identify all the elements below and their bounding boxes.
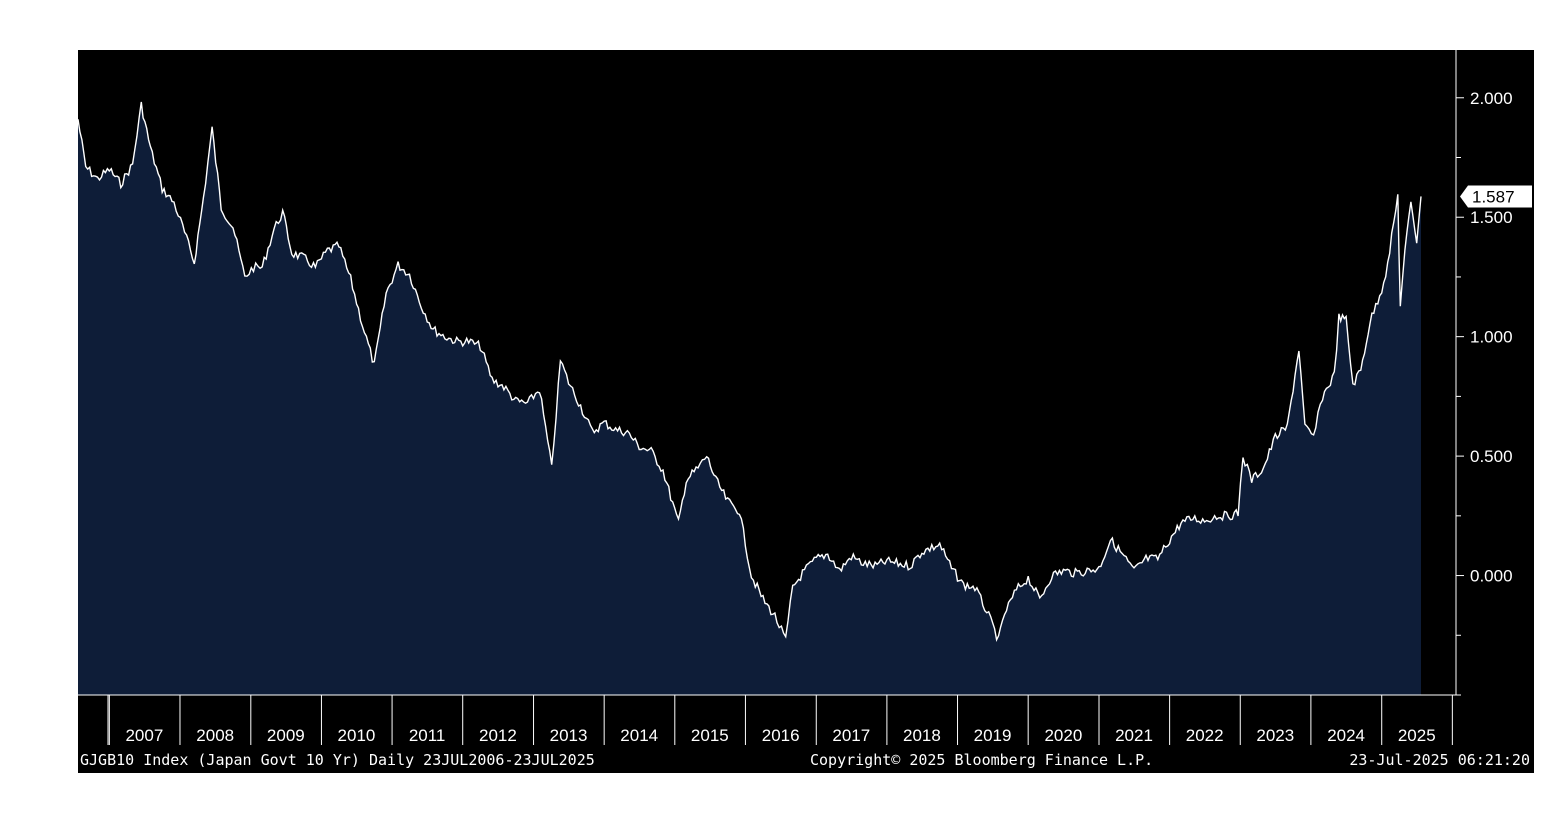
- last-value-badge-shape: [1460, 185, 1532, 208]
- x-tick-label: 2023: [1256, 726, 1294, 745]
- chart-frame: 2.000 1.500 1.000 0.500 0.000 2007 2008 2009 20…: [78, 50, 1534, 773]
- x-tick-label: 2020: [1044, 726, 1082, 745]
- area-fill: [78, 102, 1421, 695]
- y-tick-label: 1.000: [1470, 328, 1513, 347]
- series-line: [78, 101, 1422, 643]
- footer-timestamp: 23-Jul-2025 06:21:20: [1349, 751, 1530, 769]
- y-tick-label: 0.000: [1470, 567, 1513, 586]
- x-tick-label: 2010: [338, 726, 376, 745]
- x-tick-label: 2019: [974, 726, 1012, 745]
- x-tick-labels: 2007 2008 2009 2010 2011 2012 2013 2014 2015 2016…: [107, 695, 1453, 745]
- x-tick-label: 2025: [1398, 726, 1436, 745]
- y-tick-label: 1.500: [1470, 208, 1513, 227]
- y-tick-label: 0.500: [1470, 447, 1513, 466]
- x-tick-label: 2013: [550, 726, 588, 745]
- x-tick-label: 2017: [832, 726, 870, 745]
- x-tick-label: 2011: [409, 726, 446, 745]
- x-tick-label: 2008: [196, 726, 234, 745]
- last-value-badge: 1.587: [1460, 185, 1532, 208]
- x-tick-label: 2007: [125, 726, 163, 745]
- x-tick-label: 2018: [903, 726, 941, 745]
- footer-left-label: GJGB10 Index (Japan Govt 10 Yr) Daily 23…: [80, 751, 595, 769]
- x-tick-label: 2021: [1115, 726, 1153, 745]
- footer-copyright: Copyright© 2025 Bloomberg Finance L.P.: [810, 751, 1154, 769]
- x-tick-label: 2014: [620, 726, 658, 745]
- y-tick-label: 2.000: [1470, 89, 1513, 108]
- x-tick-label: 2022: [1186, 726, 1224, 745]
- area-layer: [78, 101, 1422, 695]
- x-tick-label: 2024: [1327, 726, 1365, 745]
- last-value-label: 1.587: [1472, 187, 1515, 206]
- x-tick-label: 2015: [691, 726, 729, 745]
- x-tick-label: 2009: [267, 726, 305, 745]
- x-tick-label: 2012: [479, 726, 517, 745]
- y-tick-labels: 2.000 1.500 1.000 0.500 0.000: [1456, 89, 1513, 696]
- x-tick-label: 2016: [762, 726, 800, 745]
